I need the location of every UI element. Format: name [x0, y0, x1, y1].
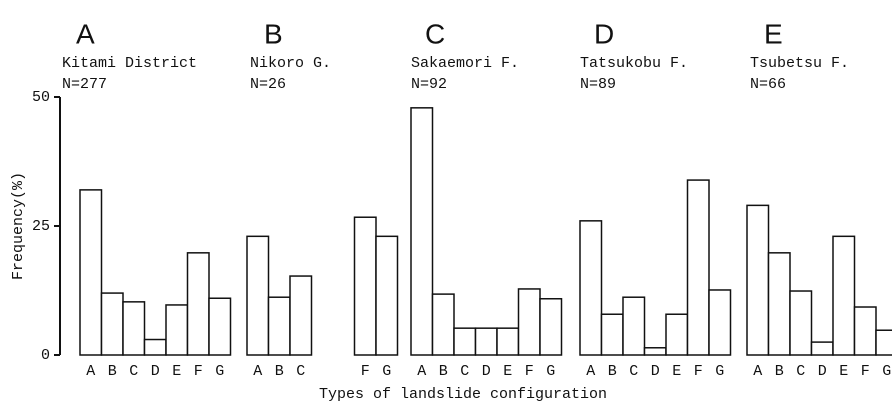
bar — [80, 190, 102, 355]
bar — [769, 253, 791, 355]
y-axis-label: Frequency(%) — [10, 172, 27, 280]
bar — [623, 297, 645, 355]
bar — [833, 236, 855, 355]
bar — [876, 330, 892, 355]
x-tick-label: C — [460, 363, 469, 380]
x-tick-label: B — [275, 363, 284, 380]
bar — [709, 290, 731, 355]
bar — [454, 328, 476, 355]
chart: A Kitami District N=277 0 25 50 Frequency(%) Ty… — [0, 0, 892, 404]
bar — [688, 180, 710, 355]
bar — [123, 302, 145, 355]
x-tick-label: E — [672, 363, 681, 380]
bar — [209, 298, 231, 355]
x-tick-label: C — [796, 363, 805, 380]
x-tick-label: G — [546, 363, 555, 380]
x-tick-label: G — [382, 363, 391, 380]
bar — [666, 314, 688, 355]
bar — [790, 291, 812, 355]
panel-subtitle: N=66 — [750, 76, 786, 93]
panel-label: C — [425, 18, 445, 49]
x-tick-label: F — [525, 363, 534, 380]
panel-title: Tatsukobu F. — [580, 55, 688, 72]
bar — [290, 276, 312, 355]
x-tick-label: G — [215, 363, 224, 380]
bar — [166, 305, 188, 355]
x-tick-label: G — [882, 363, 891, 380]
x-tick-label: E — [172, 363, 181, 380]
x-tick-label: A — [417, 363, 426, 380]
x-tick-label: E — [839, 363, 848, 380]
panel-label: D — [594, 18, 614, 49]
x-tick-label: G — [715, 363, 724, 380]
y-tick-label: 50 — [32, 89, 50, 106]
bar — [355, 217, 377, 355]
panel-label: B — [264, 18, 283, 49]
panel-subtitle: N=89 — [580, 76, 616, 93]
x-tick-label: A — [586, 363, 595, 380]
x-tick-label: D — [651, 363, 660, 380]
bar — [540, 299, 562, 355]
x-tick-label: C — [129, 363, 138, 380]
panel-subtitle: N=26 — [250, 76, 286, 93]
bar — [145, 340, 167, 355]
x-tick-label: B — [775, 363, 784, 380]
x-tick-label: A — [86, 363, 95, 380]
x-tick-label: D — [482, 363, 491, 380]
bar — [102, 293, 124, 355]
x-tick-label: B — [439, 363, 448, 380]
bar — [812, 342, 834, 355]
bar — [580, 221, 602, 355]
x-tick-label: A — [253, 363, 262, 380]
x-tick-label: F — [694, 363, 703, 380]
panel-label: E — [764, 18, 783, 49]
panel-title: Nikoro G. — [250, 55, 331, 72]
panel-subtitle: N=92 — [411, 76, 447, 93]
x-tick-label: D — [818, 363, 827, 380]
panel-title: Sakaemori F. — [411, 55, 519, 72]
x-tick-label: F — [194, 363, 203, 380]
x-tick-label: F — [361, 363, 370, 380]
bar — [376, 236, 398, 355]
bar — [602, 314, 624, 355]
y-tick-label: 25 — [32, 218, 50, 235]
x-tick-label: E — [503, 363, 512, 380]
x-axis-label: Types of landslide configuration — [319, 386, 607, 403]
bar — [855, 307, 877, 355]
x-tick-label: D — [151, 363, 160, 380]
x-tick-label: C — [296, 363, 305, 380]
bar — [188, 253, 210, 355]
bar — [433, 294, 455, 355]
y-tick-label: 0 — [41, 347, 50, 364]
bar — [476, 328, 498, 355]
bar — [645, 348, 667, 355]
bar — [411, 108, 433, 355]
panel-subtitle: N=277 — [62, 76, 107, 93]
x-tick-label: A — [753, 363, 762, 380]
x-tick-label: B — [108, 363, 117, 380]
bar — [747, 205, 769, 355]
x-tick-label: F — [861, 363, 870, 380]
x-tick-label: B — [608, 363, 617, 380]
bar — [269, 297, 291, 355]
bar — [519, 289, 541, 355]
panel-title: Kitami District — [62, 55, 197, 72]
x-tick-label: C — [629, 363, 638, 380]
panel-title: Tsubetsu F. — [750, 55, 849, 72]
bar — [497, 328, 519, 355]
bar — [247, 236, 269, 355]
panel-label: A — [76, 18, 95, 49]
